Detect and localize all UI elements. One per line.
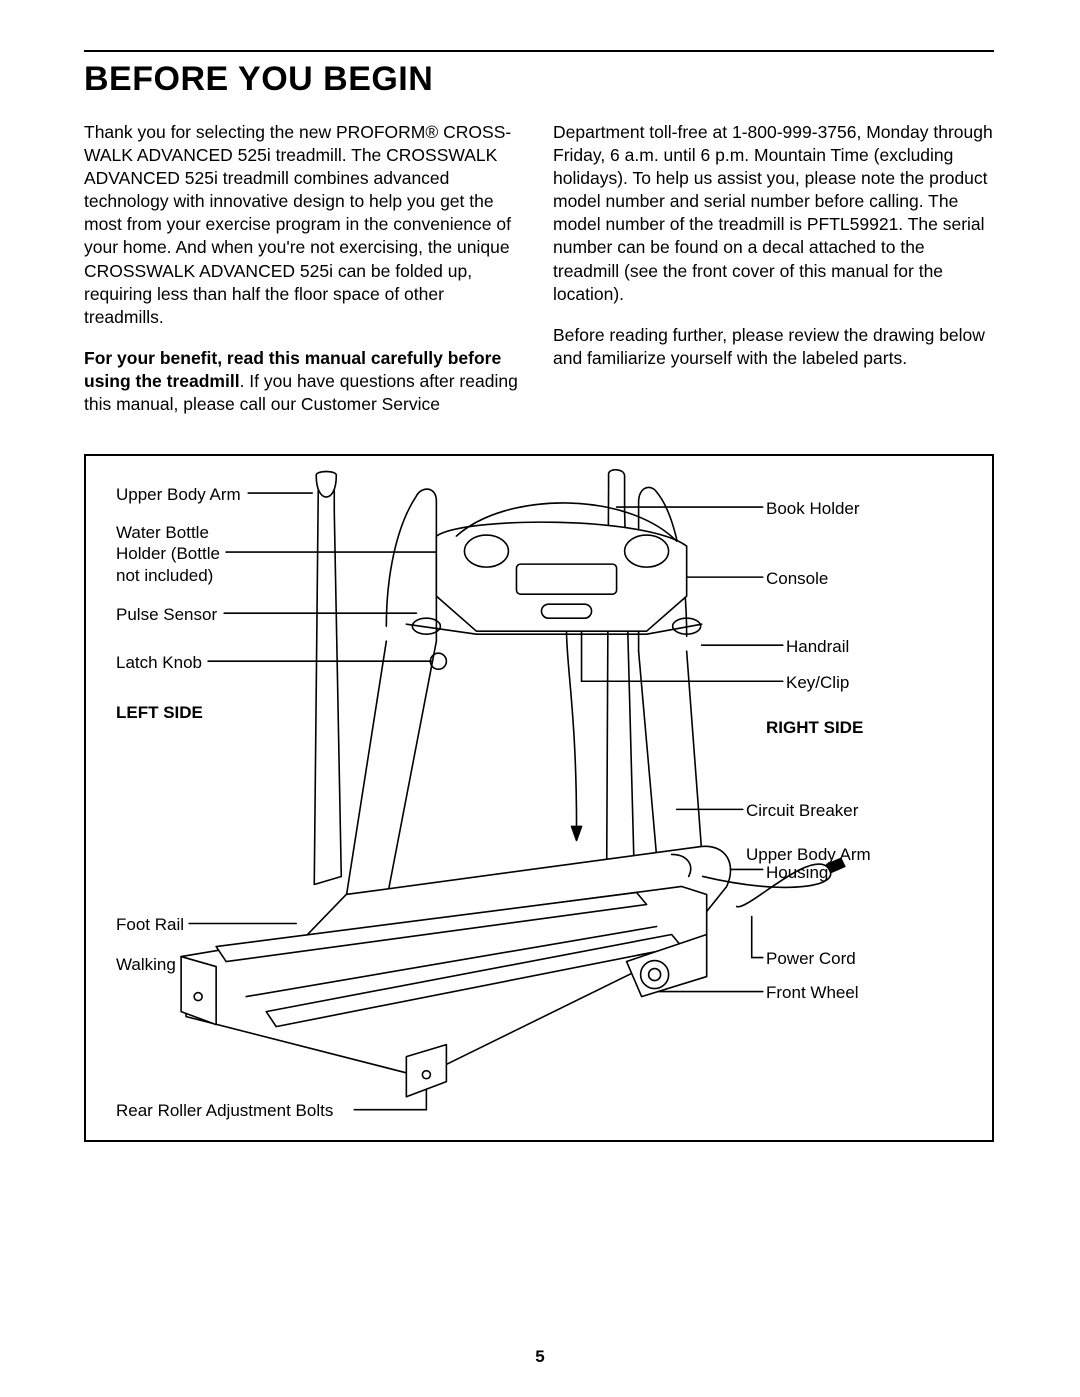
- treadmill-illustration: [86, 456, 992, 1145]
- review-drawing-paragraph: Before reading further, please review th…: [553, 324, 994, 370]
- read-manual-paragraph: For your benefit, read this manual caref…: [84, 347, 525, 416]
- treadmill-diagram: Upper Body Arm Water Bottle Holder (Bott…: [84, 454, 994, 1142]
- contact-paragraph: Department toll-free at 1-800-999-3756, …: [553, 121, 994, 306]
- column-right: Department toll-free at 1-800-999-3756, …: [553, 121, 994, 434]
- page-title: BEFORE YOU BEGIN: [84, 60, 994, 99]
- text-columns: Thank you for selecting the new PROFORM®…: [84, 121, 994, 434]
- top-rule: [84, 50, 994, 52]
- intro-paragraph: Thank you for selecting the new PROFORM®…: [84, 121, 525, 329]
- page-number: 5: [0, 1347, 1080, 1367]
- column-left: Thank you for selecting the new PROFORM®…: [84, 121, 525, 434]
